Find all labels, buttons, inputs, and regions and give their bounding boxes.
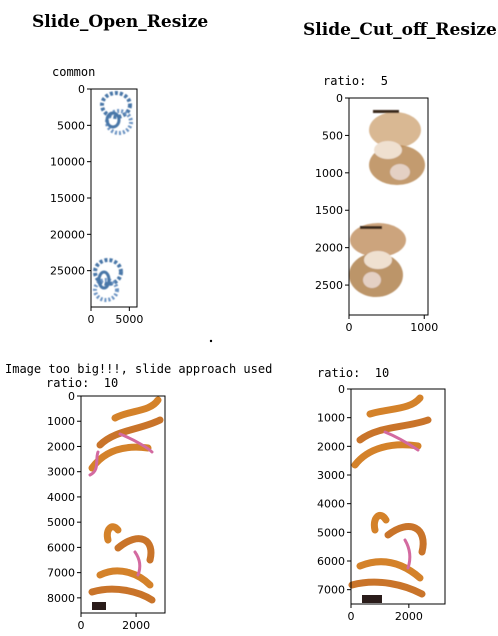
y-tick-label: 3000 — [47, 466, 75, 479]
y-tick-label: 6000 — [47, 541, 75, 554]
y-tick-label: 1000 — [317, 412, 345, 425]
axes-frame — [350, 388, 446, 605]
label-ratio-bottom-right: ratio: 10 — [317, 366, 390, 380]
label-ratio-bottom-left: ratio: 10 — [46, 376, 119, 390]
plot-open-common — [90, 88, 138, 308]
x-tick-label: 0 — [346, 321, 353, 334]
y-tick-label: 5000 — [47, 516, 75, 529]
label-common: common — [52, 65, 96, 79]
tissue-brown-top — [369, 110, 425, 185]
x-tick-label: 2000 — [395, 610, 423, 623]
y-tick-label: 5000 — [57, 119, 85, 132]
x-tick-label: 0 — [88, 313, 95, 326]
y-tick-label: 10000 — [50, 156, 85, 169]
tissue-orange-bottom — [348, 512, 427, 603]
tissue-orange-bottom — [88, 523, 156, 610]
axes-frame — [90, 88, 138, 308]
y-tick-label: 3000 — [317, 469, 345, 482]
ticks-open-common: 0 5000 10000 15000 20000 25000 0 5000 — [50, 83, 143, 326]
plot-cut-ratio10 — [348, 388, 446, 605]
y-tick-label: 2000 — [315, 242, 343, 255]
y-tick-label: 4000 — [47, 491, 75, 504]
y-tick-label: 15000 — [50, 192, 85, 205]
ticks-open-ratio10: 0 1000 2000 3000 4000 5000 6000 7000 8000 0 2000 — [47, 390, 150, 632]
axes-frame — [80, 395, 166, 614]
x-tick-label: 0 — [348, 610, 355, 623]
plot-open-ratio10 — [80, 395, 166, 614]
tissue-blue-top — [100, 91, 133, 135]
x-tick-label: 5000 — [115, 313, 143, 326]
label-too-big: Image too big!!!, slide approach used — [5, 362, 273, 376]
y-tick-label: 20000 — [50, 228, 85, 241]
y-tick-label: 5000 — [317, 526, 345, 539]
y-tick-label: 2500 — [315, 279, 343, 292]
y-tick-label: 6000 — [317, 555, 345, 568]
y-tick-label: 2000 — [317, 440, 345, 453]
y-tick-label: 7000 — [47, 567, 75, 580]
stray-dot — [209, 339, 213, 343]
y-tick-label: 2000 — [47, 440, 75, 453]
y-tick-label: 8000 — [47, 592, 75, 605]
y-tick-label: 25000 — [50, 265, 85, 278]
heading-open-resize: Slide_Open_Resize — [32, 12, 209, 32]
y-tick-label: 0 — [78, 83, 85, 96]
y-tick-label: 1500 — [315, 204, 343, 217]
y-tick-label: 7000 — [317, 584, 345, 597]
x-tick-label: 2000 — [122, 619, 150, 632]
tissue-orange-top — [88, 396, 164, 477]
tissue-orange-top — [351, 394, 432, 469]
y-tick-label: 0 — [68, 390, 75, 403]
y-tick-label: 1000 — [315, 167, 343, 180]
x-tick-label: 1000 — [410, 321, 438, 334]
y-tick-label: 0 — [336, 92, 343, 105]
y-tick-label: 1000 — [47, 415, 75, 428]
x-tick-label: 0 — [78, 619, 85, 632]
heading-cut-off-resize: Slide_Cut_off_Resize — [303, 20, 497, 40]
plot-cut-ratio5 — [348, 97, 429, 316]
y-tick-label: 0 — [338, 383, 345, 396]
axes-frame — [348, 97, 429, 316]
tissue-brown-bottom — [349, 223, 406, 297]
y-tick-label: 4000 — [317, 498, 345, 511]
y-tick-label: 500 — [322, 129, 343, 142]
label-ratio-top-right: ratio: 5 — [323, 74, 389, 88]
tissue-blue-bottom — [93, 258, 123, 302]
ticks-cut-ratio5: 0 500 1000 1500 2000 2500 0 1000 — [315, 92, 438, 334]
